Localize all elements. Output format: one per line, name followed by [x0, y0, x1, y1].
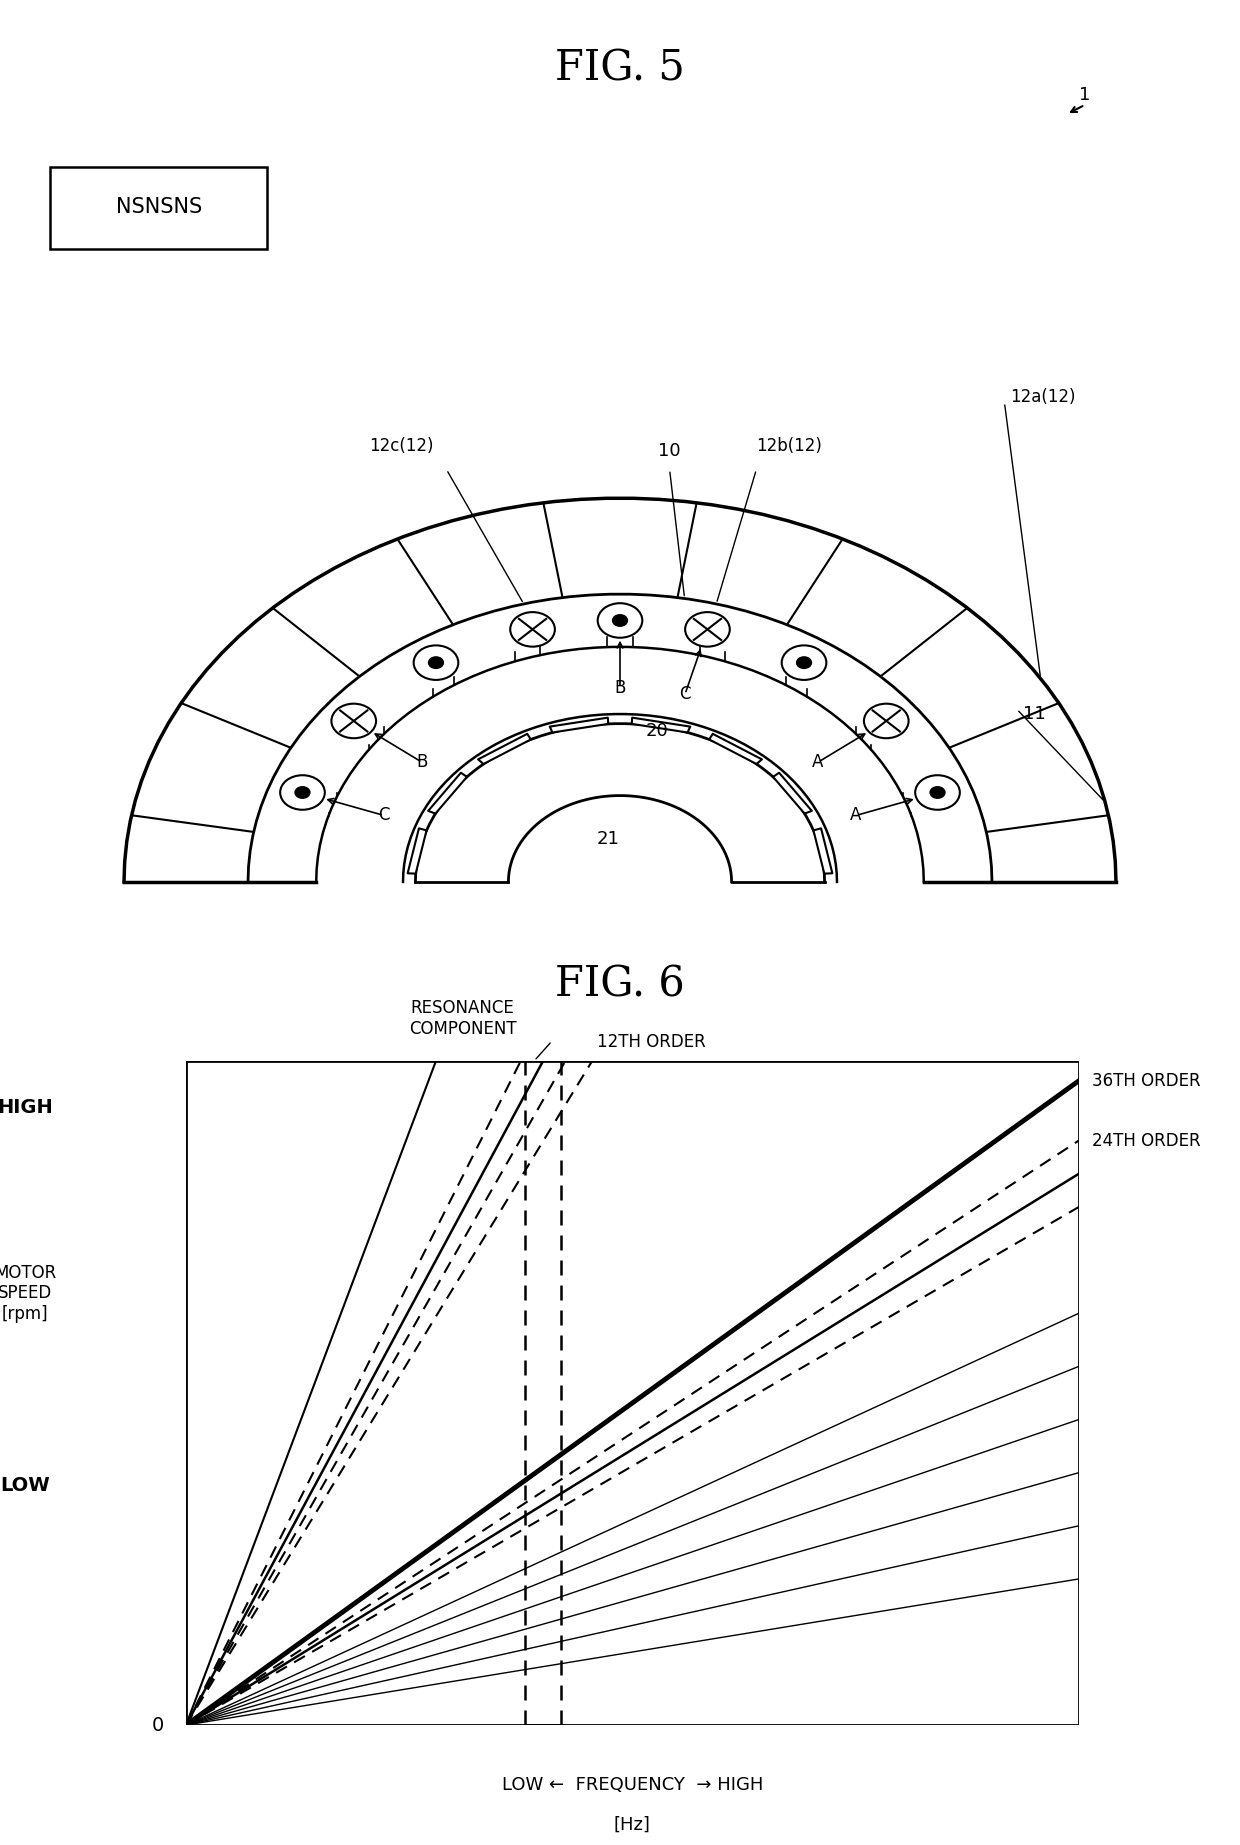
- Circle shape: [864, 703, 909, 738]
- Text: 12TH ORDER: 12TH ORDER: [596, 1033, 706, 1052]
- Circle shape: [796, 657, 811, 668]
- Text: B: B: [417, 753, 428, 771]
- Text: 10: 10: [658, 441, 681, 459]
- Text: LOW: LOW: [0, 1476, 50, 1496]
- Circle shape: [429, 657, 444, 668]
- Text: 12b(12): 12b(12): [756, 437, 822, 456]
- Polygon shape: [408, 828, 427, 875]
- Text: 1: 1: [1079, 87, 1090, 103]
- Circle shape: [781, 646, 826, 681]
- Circle shape: [930, 786, 945, 799]
- Polygon shape: [479, 734, 531, 764]
- Bar: [50, 168, 267, 249]
- Text: 36TH ORDER: 36TH ORDER: [1092, 1072, 1200, 1090]
- Circle shape: [510, 613, 554, 646]
- Circle shape: [280, 775, 325, 810]
- Text: [Hz]: [Hz]: [614, 1815, 651, 1834]
- Text: MOTOR
SPEED
[rpm]: MOTOR SPEED [rpm]: [0, 1264, 57, 1323]
- Polygon shape: [549, 718, 609, 732]
- Circle shape: [686, 613, 730, 646]
- Circle shape: [613, 614, 627, 625]
- Circle shape: [414, 646, 459, 681]
- Polygon shape: [773, 773, 812, 814]
- Circle shape: [598, 603, 642, 638]
- Text: C: C: [680, 684, 691, 703]
- Text: NSNSNS: NSNSNS: [115, 197, 202, 218]
- Polygon shape: [428, 773, 467, 814]
- Text: 0: 0: [151, 1716, 164, 1734]
- Text: HIGH: HIGH: [0, 1098, 53, 1116]
- Circle shape: [295, 786, 310, 799]
- Text: 21: 21: [596, 830, 619, 847]
- Text: A: A: [812, 753, 823, 771]
- Text: RESONANCE
COMPONENT: RESONANCE COMPONENT: [409, 998, 516, 1037]
- Polygon shape: [813, 828, 832, 875]
- Text: 12a(12): 12a(12): [1011, 389, 1076, 406]
- Circle shape: [915, 775, 960, 810]
- Text: 20: 20: [646, 721, 668, 740]
- Text: A: A: [851, 806, 862, 825]
- Text: FIG. 5: FIG. 5: [556, 48, 684, 89]
- Polygon shape: [709, 734, 761, 764]
- Text: C: C: [378, 806, 389, 825]
- Text: LOW ←  FREQUENCY  → HIGH: LOW ← FREQUENCY → HIGH: [502, 1777, 763, 1793]
- Text: 24TH ORDER: 24TH ORDER: [1092, 1131, 1200, 1149]
- Text: 11: 11: [1023, 705, 1045, 723]
- Circle shape: [331, 703, 376, 738]
- Text: 12c(12): 12c(12): [370, 437, 434, 456]
- Text: B: B: [614, 679, 626, 697]
- Text: FIG. 6: FIG. 6: [556, 963, 684, 1006]
- Polygon shape: [631, 718, 691, 732]
